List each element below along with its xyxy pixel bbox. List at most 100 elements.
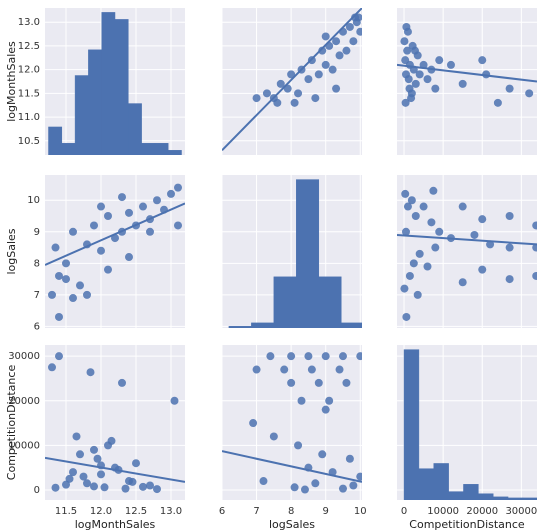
plot-background bbox=[397, 8, 537, 155]
y-tick-label: 12.0 bbox=[18, 65, 40, 76]
scatter-point bbox=[90, 221, 98, 230]
scatter-point bbox=[79, 472, 88, 481]
y-axis-label: logMonthSales bbox=[5, 41, 18, 122]
scatter-point bbox=[297, 396, 306, 405]
histogram-bar bbox=[101, 12, 116, 155]
scatter-point bbox=[252, 365, 261, 374]
panel bbox=[397, 8, 537, 155]
scatter-point bbox=[121, 484, 130, 493]
scatter-point bbox=[325, 396, 334, 405]
scatter-point bbox=[174, 183, 182, 192]
regression-line bbox=[222, 450, 362, 483]
x-tick-label: 9 bbox=[323, 506, 329, 517]
histogram-bar bbox=[418, 468, 435, 500]
panel bbox=[397, 175, 537, 328]
scatter-point bbox=[314, 70, 323, 79]
scatter-point bbox=[86, 368, 95, 377]
scatter-point bbox=[478, 215, 487, 224]
scatter-point bbox=[311, 479, 320, 488]
y-tick-label: 30000 bbox=[8, 351, 40, 362]
scatter-point bbox=[62, 259, 70, 268]
scatter-point bbox=[470, 230, 479, 239]
histogram-bar bbox=[273, 276, 297, 328]
scatter-point bbox=[76, 450, 84, 459]
scatter-point bbox=[104, 212, 112, 221]
marks bbox=[48, 12, 182, 155]
x-tick-label: 0 bbox=[401, 506, 407, 517]
panel bbox=[221, 175, 362, 328]
scatter-point bbox=[356, 472, 362, 481]
scatter-point bbox=[335, 51, 344, 60]
scatter-point bbox=[423, 262, 432, 271]
scatter-point bbox=[345, 454, 354, 463]
marks bbox=[222, 352, 362, 494]
scatter-point bbox=[93, 454, 102, 463]
x-tick-label: 10 bbox=[354, 506, 367, 517]
scatter-point bbox=[532, 243, 537, 252]
scatter-point bbox=[505, 243, 514, 252]
scatter-point bbox=[400, 37, 409, 46]
regression-line bbox=[45, 456, 185, 483]
scatter-point bbox=[90, 482, 98, 491]
scatter-point bbox=[405, 271, 414, 280]
scatter-point bbox=[351, 13, 360, 22]
x-tick-label: 13.0 bbox=[160, 506, 182, 517]
y-tick-label: 20000 bbox=[8, 396, 40, 407]
scatter-point bbox=[259, 477, 268, 486]
scatter-point bbox=[280, 365, 289, 374]
scatter-point bbox=[415, 70, 424, 79]
scatter-point bbox=[128, 477, 137, 486]
scatter-point bbox=[146, 481, 154, 490]
y-tick-label: 13.0 bbox=[18, 17, 40, 28]
marks bbox=[397, 186, 537, 321]
scatter-point bbox=[100, 483, 109, 492]
scatter-point bbox=[427, 218, 436, 227]
scatter-point bbox=[478, 56, 487, 65]
x-tick-label: 6 bbox=[219, 506, 225, 517]
scatter-point bbox=[153, 485, 161, 494]
histogram-bar bbox=[478, 493, 494, 500]
regression-line bbox=[45, 202, 185, 266]
scatter-point bbox=[249, 419, 258, 428]
scatter-point bbox=[118, 193, 126, 202]
scatter-point bbox=[332, 84, 341, 93]
scatter-point bbox=[290, 483, 299, 492]
scatter-point bbox=[431, 243, 440, 252]
scatter-point bbox=[318, 450, 327, 459]
scatter-point bbox=[321, 60, 330, 69]
y-axis-label: CompetitionDistance bbox=[5, 365, 18, 481]
scatter-point bbox=[403, 202, 412, 211]
histogram-bar bbox=[88, 49, 102, 155]
scatter-point bbox=[55, 271, 63, 280]
scatter-point bbox=[410, 46, 419, 55]
scatter-point bbox=[287, 352, 296, 361]
plot-background bbox=[45, 345, 185, 500]
scatter-point bbox=[48, 290, 56, 299]
scatter-point bbox=[97, 246, 105, 255]
scatter-point bbox=[76, 281, 84, 290]
scatter-point bbox=[478, 265, 487, 274]
scatter-point bbox=[435, 56, 444, 65]
scatter-point bbox=[435, 227, 444, 236]
scatter-point bbox=[118, 378, 126, 387]
scatter-point bbox=[342, 378, 351, 387]
scatter-point bbox=[83, 290, 91, 299]
scatter-point bbox=[486, 240, 495, 249]
scatter-point bbox=[423, 75, 432, 84]
scatter-point bbox=[505, 84, 514, 93]
scatter-point bbox=[252, 94, 261, 103]
scatter-point bbox=[294, 89, 303, 98]
histogram-bar bbox=[433, 463, 449, 500]
scatter-point bbox=[532, 221, 537, 230]
scatter-point bbox=[62, 480, 70, 489]
x-tick-label: 11.5 bbox=[55, 506, 77, 517]
scatter-point bbox=[356, 352, 362, 361]
panel: 6 7 8 9 10 logSales bbox=[219, 345, 367, 530]
scatter-point bbox=[401, 189, 410, 198]
regression-line bbox=[397, 233, 537, 246]
scatter-point bbox=[321, 405, 330, 414]
histogram-bar bbox=[251, 322, 275, 328]
scatter-point bbox=[415, 249, 424, 258]
x-axis-label: logMonthSales bbox=[75, 518, 156, 530]
